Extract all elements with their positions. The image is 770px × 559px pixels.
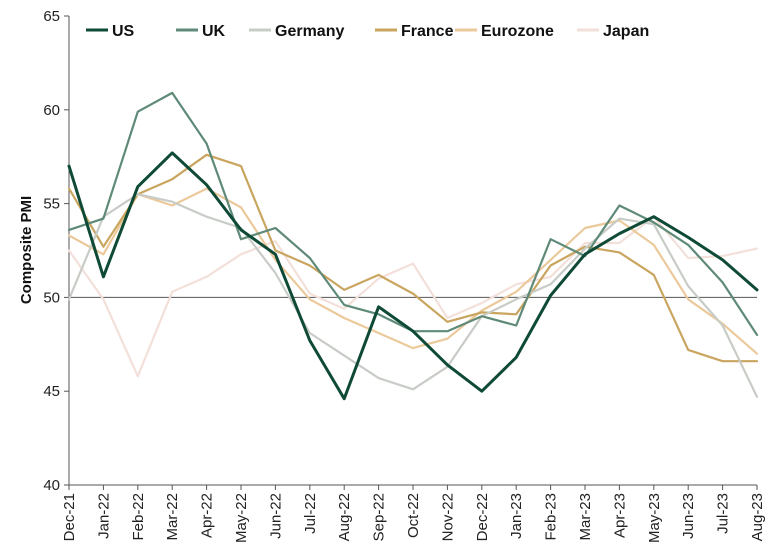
- plot-frame: [68, 16, 757, 486]
- x-tick-label: Sep-22: [371, 493, 388, 541]
- series-line-us: [67, 151, 759, 401]
- x-tick-label: Feb-22: [130, 493, 147, 541]
- x-tick-label: Jul-22: [302, 493, 319, 534]
- y-tick-label: 45: [43, 383, 60, 400]
- x-tick-label: Nov-22: [439, 493, 456, 541]
- series-line-germany: [67, 193, 759, 398]
- x-axis: Dec-21 Jan-22 Feb-22 Mar-22 Apr-22 May-22 Jun-…: [61, 485, 766, 543]
- legend-label-uk: UK: [202, 23, 226, 40]
- x-tick-label: Jun-22: [267, 493, 284, 539]
- legend-label-germany: Germany: [275, 23, 344, 40]
- series-line-uk: [67, 91, 759, 336]
- x-tick-label: Mar-22: [164, 493, 181, 541]
- y-axis: 40 45 50 55 60 65: [43, 8, 69, 494]
- series-line-eurozone: [67, 187, 759, 355]
- x-tick-label: May-22: [233, 493, 250, 543]
- x-tick-label: Oct-22: [405, 493, 422, 538]
- y-tick-label: 40: [43, 477, 60, 494]
- series-layer: [67, 91, 759, 401]
- x-tick-label: Feb-23: [543, 493, 560, 541]
- legend-label-japan: Japan: [603, 23, 649, 40]
- legend-label-france: France: [401, 23, 454, 40]
- x-tick-label: Apr-23: [611, 493, 628, 538]
- x-tick-label: Dec-22: [474, 493, 491, 541]
- legend: US UK Germany France Eurozone Japan: [86, 23, 649, 40]
- x-tick-label: Jun-23: [680, 493, 697, 539]
- x-tick-label: Jan-22: [95, 493, 112, 539]
- y-axis-label: Composite PMI: [18, 196, 35, 304]
- series-line-france: [67, 153, 759, 363]
- x-tick-label: Jan-23: [508, 493, 525, 539]
- y-tick-label: 60: [43, 102, 60, 119]
- series-line-japan: [67, 215, 759, 378]
- legend-label-us: US: [112, 23, 135, 40]
- x-tick-label: Dec-21: [61, 493, 78, 541]
- y-tick-label: 55: [43, 196, 60, 213]
- x-tick-label: Aug-22: [336, 493, 353, 541]
- x-tick-label: Mar-23: [577, 493, 594, 541]
- x-tick-label: May-23: [646, 493, 663, 543]
- x-tick-label: Jul-23: [715, 493, 732, 534]
- y-tick-label: 50: [43, 289, 60, 306]
- legend-label-eurozone: Eurozone: [481, 23, 554, 40]
- x-tick-label: Aug-23: [749, 493, 766, 541]
- x-tick-label: Apr-22: [199, 493, 216, 538]
- y-tick-label: 65: [43, 8, 60, 25]
